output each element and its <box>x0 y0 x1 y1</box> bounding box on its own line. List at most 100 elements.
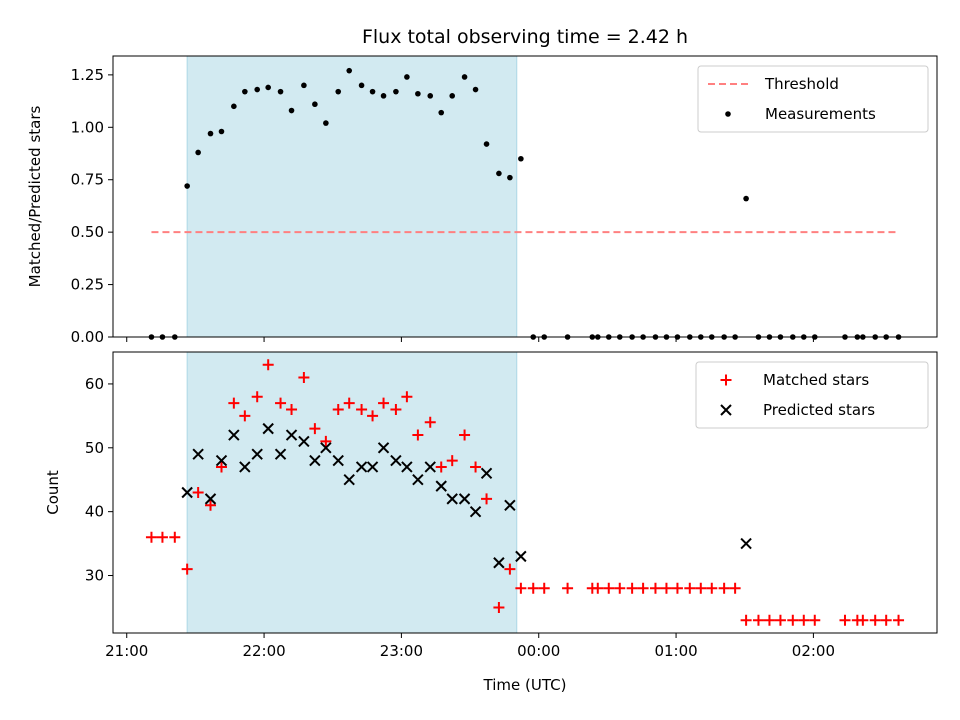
observing-span <box>186 55 518 338</box>
legend-label: Predicted stars <box>763 401 875 419</box>
x-tick-label: 22:00 <box>242 642 285 660</box>
matched-star-point <box>401 391 413 403</box>
predicted-star-point <box>424 461 436 473</box>
legend-matched-swatch <box>720 374 732 386</box>
matched-star-point <box>869 614 881 626</box>
x-tick-label: 00:00 <box>517 642 560 660</box>
matched-star-point <box>671 582 683 594</box>
predicted-star-point <box>504 499 516 511</box>
matched-star-point <box>286 403 298 415</box>
matched-star-point <box>718 582 730 594</box>
predicted-star-point <box>480 467 493 480</box>
matched-star-point <box>215 461 227 473</box>
matched-star-point <box>446 455 458 467</box>
predicted-star-point <box>412 474 424 486</box>
predicted-star-point <box>355 461 368 473</box>
predicted-star-point <box>239 461 251 473</box>
predicted-star-point <box>401 461 413 473</box>
count-legend: Matched stars Predicted stars <box>695 361 929 429</box>
matched-star-point <box>538 582 550 594</box>
measurement-point <box>393 88 399 95</box>
legend-measurements-swatch <box>725 111 731 117</box>
measurement-point <box>312 101 318 108</box>
x-tick-label: 21:00 <box>105 642 148 660</box>
matched-star-point <box>169 531 181 543</box>
predicted-star-point <box>251 448 263 460</box>
legend-predicted-swatch <box>720 404 732 416</box>
matched-star-point <box>839 614 851 626</box>
predicted-star-point <box>469 505 482 518</box>
matched-star-point <box>275 397 287 409</box>
predicted-star-point <box>390 454 402 467</box>
predicted-star-point <box>343 474 355 486</box>
measurement-point <box>380 93 387 99</box>
matched-star-point <box>481 493 493 505</box>
matched-star-point <box>412 429 424 441</box>
matched-star-point <box>367 410 379 422</box>
predicted-star-point <box>740 537 752 550</box>
matched-star-point <box>239 410 251 422</box>
matched-star-point <box>378 397 390 409</box>
predicted-star-point <box>493 557 505 569</box>
measurement-point <box>288 107 295 114</box>
matched-star-point <box>493 601 505 613</box>
matched-star-point <box>763 614 775 626</box>
ratio-y-axis: 0.00 0.25 0.50 0.75 1.00 1.25 <box>71 66 113 346</box>
measurement-point <box>518 155 524 162</box>
matched-star-point <box>684 582 696 594</box>
x-tick-label: 23:00 <box>380 642 423 660</box>
matched-star-point <box>893 614 905 626</box>
measurement-point <box>449 93 456 99</box>
y-tick-label: 30 <box>85 567 104 585</box>
measurement-point <box>415 90 421 97</box>
count-axes-frame <box>112 351 938 634</box>
measurement-point <box>184 183 190 189</box>
measurement-point <box>472 86 479 93</box>
matched-star-point <box>192 487 204 498</box>
measurement-point <box>346 67 353 74</box>
legend-label: Threshold <box>764 75 839 93</box>
predicted-star-point <box>228 429 240 441</box>
matched-star-point <box>740 614 752 626</box>
count-x-axis: 21:00 22:00 23:00 00:00 01:00 02:00 <box>105 633 835 660</box>
matched-star-point <box>798 614 810 626</box>
y-tick-label: 0.50 <box>71 223 104 241</box>
figure-title: Flux total observing time = 2.42 h <box>362 26 688 48</box>
matched-star-point <box>309 423 321 435</box>
predicted-star-point <box>298 435 310 448</box>
matched-star-point <box>752 614 764 626</box>
measurement-point <box>483 141 490 147</box>
measurement-point <box>358 82 365 89</box>
matched-star-point <box>228 397 240 409</box>
predicted-star-point <box>377 442 390 454</box>
legend-box <box>697 65 929 133</box>
measurement-point <box>301 82 307 89</box>
legend-box <box>695 361 929 429</box>
ratio-y-label: Matched/Predicted stars <box>26 106 44 288</box>
measurement-point <box>254 86 260 93</box>
y-tick-label: 40 <box>85 503 104 521</box>
x-tick-label: 01:00 <box>654 642 697 660</box>
observing-span <box>186 351 518 634</box>
matched-star-point <box>262 359 274 371</box>
measurement-point <box>218 128 225 135</box>
matched-star-point <box>626 582 638 594</box>
y-tick-label: 1.00 <box>71 118 104 136</box>
matched-star-point <box>298 372 310 384</box>
matched-star-point <box>614 582 626 594</box>
measurement-point <box>277 88 284 95</box>
measurement-point <box>265 84 271 91</box>
matched-star-point <box>332 403 344 415</box>
matched-star-point <box>649 582 661 594</box>
matched-star-point <box>459 429 471 441</box>
observing-span-top <box>186 55 518 338</box>
y-tick-label: 0.00 <box>71 328 104 346</box>
predicted-star-point <box>366 461 379 473</box>
predicted-star-point <box>215 454 228 467</box>
matched-star-point <box>527 582 539 594</box>
matched-star-point <box>857 614 869 626</box>
matched-star-point <box>343 397 355 409</box>
matched-star-point <box>504 563 516 575</box>
matched-star-point <box>809 614 821 626</box>
